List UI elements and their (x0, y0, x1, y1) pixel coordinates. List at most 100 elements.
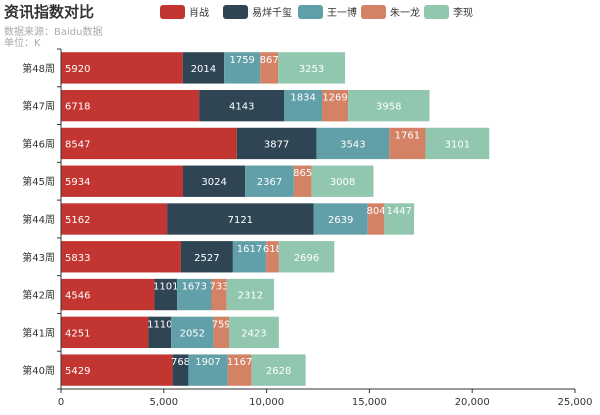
legend-label: 王一博 (327, 6, 357, 19)
bar-segment (284, 89, 323, 122)
legend-item[interactable]: 肖战 (160, 5, 209, 19)
y-tick-label: 第41周 (22, 326, 55, 339)
bar-segment (61, 52, 183, 84)
chart-subtitle-source: 数据来源：Baidu数据 (4, 25, 102, 38)
bar-segment (278, 52, 345, 84)
bar-value-label: 4546 (65, 291, 90, 302)
bar-value-label: 5934 (65, 177, 90, 188)
bar-segment (171, 316, 214, 349)
bar-segment (384, 203, 415, 235)
bar-value-label: 1447 (386, 206, 411, 217)
bar-segment (367, 203, 385, 235)
bar-segment (389, 127, 426, 160)
y-tick-label: 第45周 (22, 175, 55, 188)
legend-item[interactable]: 朱一龙 (361, 5, 420, 19)
legend[interactable]: 肖战 易烊千玺 王一博 朱一龙 李现 (160, 5, 473, 19)
legend-label: 易烊千玺 (252, 6, 292, 19)
legend-item[interactable]: 易烊千玺 (223, 5, 292, 19)
bar-segment (61, 278, 155, 311)
bar-value-label: 1834 (290, 93, 315, 104)
bar-segment (61, 89, 200, 122)
bar-segment (278, 241, 335, 273)
bar-segment (148, 316, 172, 349)
bar-value-label: 8547 (65, 139, 90, 150)
x-tick-label: 25,000 (558, 397, 593, 408)
bar-segment (177, 278, 212, 311)
bar-value-label: 1110 (147, 319, 172, 330)
bar-segment (229, 316, 279, 349)
bar-segment (61, 316, 149, 349)
bar-value-label: 865 (293, 168, 312, 179)
bar-segment (188, 354, 228, 386)
bar-value-label: 6718 (65, 102, 90, 113)
legend-item[interactable]: 李现 (424, 5, 473, 19)
bar-value-label: 2527 (194, 253, 219, 264)
bar-value-label: 3958 (376, 102, 401, 113)
bar-value-label: 2423 (241, 328, 266, 339)
bar-value-label: 1759 (229, 55, 254, 66)
bar-segment (211, 278, 227, 311)
bar-segment (293, 165, 312, 197)
y-tick-label: 第44周 (22, 213, 55, 226)
bar-value-label: 618 (263, 244, 282, 255)
bars: 5920 2014 1759 867 3253 6718 4143 1834 1269 3958 8… (61, 52, 490, 386)
bar-segment (61, 127, 237, 160)
bar-segment (199, 89, 285, 122)
bar-segment (348, 89, 430, 122)
legend-label: 朱一龙 (390, 6, 420, 19)
bar-value-label: 5162 (65, 215, 90, 226)
bar-segment (224, 52, 261, 84)
bar-value-label: 3024 (201, 177, 226, 188)
bar-segment (266, 241, 279, 273)
bar-value-label: 2312 (238, 291, 263, 302)
bar-value-label: 1673 (182, 282, 207, 293)
bar-value-label: 3253 (299, 64, 324, 75)
bar-value-label: 867 (260, 55, 279, 66)
bar-value-label: 1761 (395, 130, 420, 141)
bar-segment (260, 52, 279, 84)
bar-value-label: 3008 (330, 177, 355, 188)
bar-value-label: 759 (212, 319, 231, 330)
bar-segment (232, 241, 267, 273)
bar-segment (61, 203, 168, 235)
bar-value-label: 3101 (445, 139, 470, 150)
bar-segment (236, 127, 317, 160)
y-tick-label: 第40周 (22, 364, 55, 377)
legend-swatch (298, 5, 323, 19)
y-tick-label: 第48周 (22, 62, 55, 75)
bar-value-label: 3543 (340, 139, 365, 150)
bar-value-label: 4143 (229, 102, 254, 113)
x-tick-label: 5,000 (149, 397, 178, 408)
legend-swatch (223, 5, 248, 19)
bar-value-label: 5920 (65, 64, 90, 75)
bar-value-label: 2639 (328, 215, 353, 226)
x-tick-label: 15,000 (352, 397, 387, 408)
bar-value-label: 3877 (264, 139, 289, 150)
bar-segment (213, 316, 230, 349)
legend-swatch (361, 5, 386, 19)
bar-segment (61, 354, 173, 386)
bar-value-label: 2367 (257, 177, 282, 188)
bar-value-label: 1617 (237, 244, 262, 255)
bar-value-label: 2052 (180, 328, 205, 339)
x-tick-label: 10,000 (249, 397, 284, 408)
bar-value-label: 804 (367, 206, 386, 217)
bar-segment (154, 278, 178, 311)
bar-segment (313, 203, 368, 235)
bar-segment (227, 354, 252, 386)
x-tick-label: 20,000 (455, 397, 490, 408)
bar-value-label: 7121 (228, 215, 253, 226)
bar-value-label: 5833 (65, 253, 90, 264)
bar-segment (167, 203, 314, 235)
y-tick-label: 第42周 (22, 289, 55, 302)
bar-segment (425, 127, 490, 160)
bar-segment (251, 354, 306, 386)
legend-item[interactable]: 王一博 (298, 5, 357, 19)
y-tick-label: 第46周 (22, 137, 55, 150)
bar-value-label: 1907 (195, 357, 220, 368)
bar-segment (61, 241, 181, 273)
bar-segment (245, 165, 294, 197)
x-tick-label: 0 (58, 397, 64, 408)
